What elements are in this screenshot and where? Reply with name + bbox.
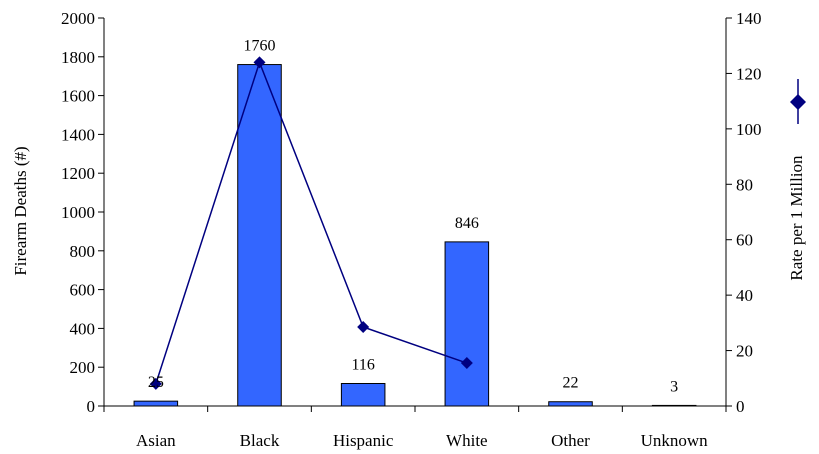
y-tick-label: 0 [87, 397, 96, 416]
y2-axis-title: Rate per 1 Million [787, 155, 806, 281]
y-tick-label: 400 [70, 319, 96, 338]
y-tick-label: 1000 [61, 203, 95, 222]
y-tick-label: 2000 [61, 9, 95, 28]
x-tick-label: Unknown [641, 431, 709, 450]
bar-hispanic [340, 382, 386, 407]
y-axis-title: Firearm Deaths (#) [11, 146, 30, 275]
legend [790, 79, 806, 124]
x-tick-label: Asian [136, 431, 176, 450]
bar-data-label: 116 [351, 356, 374, 373]
y2-tick-label: 40 [736, 286, 753, 305]
bar-data-label: 1760 [244, 38, 276, 55]
rate-point [357, 321, 370, 334]
y-tick-label: 800 [70, 242, 96, 261]
bar-black [237, 64, 282, 407]
y-tick-label: 1400 [61, 125, 95, 144]
bar-white [444, 241, 490, 407]
y2-tick-label: 20 [736, 342, 753, 361]
legend-diamond-marker [790, 94, 806, 110]
x-tick-label: Black [240, 431, 280, 450]
bar-data-label: 22 [563, 375, 579, 392]
bar-asian [133, 400, 179, 407]
rate-line [155, 60, 468, 385]
y-tick-label: 200 [70, 358, 96, 377]
y-tick-label: 1200 [61, 164, 95, 183]
y-tick-label: 1600 [61, 87, 95, 106]
y2-tick-label: 120 [736, 64, 762, 83]
rate-point [253, 56, 266, 69]
plot-area: 0 200 400 600 800 1000 1200 1400 1600 1800 2000 0 20… [61, 9, 762, 450]
y-tick-label: 600 [70, 281, 96, 300]
y2-tick-label: 140 [736, 9, 762, 28]
x-tick-label: White [446, 431, 488, 450]
rate-point [460, 357, 473, 370]
y2-tick-label: 80 [736, 175, 753, 194]
rate-point [149, 377, 162, 390]
y-tick-label: 1800 [61, 48, 95, 67]
bar-other [548, 401, 593, 407]
x-tick-label: Other [551, 431, 590, 450]
x-tick-label: Hispanic [333, 431, 394, 450]
bar-data-label: 3 [670, 378, 678, 395]
y2-tick-label: 0 [736, 397, 745, 416]
y2-tick-label: 60 [736, 231, 753, 250]
bar-data-label: 25 [148, 374, 164, 391]
y2-tick-label: 100 [736, 120, 762, 139]
bar-data-label: 846 [455, 215, 479, 232]
